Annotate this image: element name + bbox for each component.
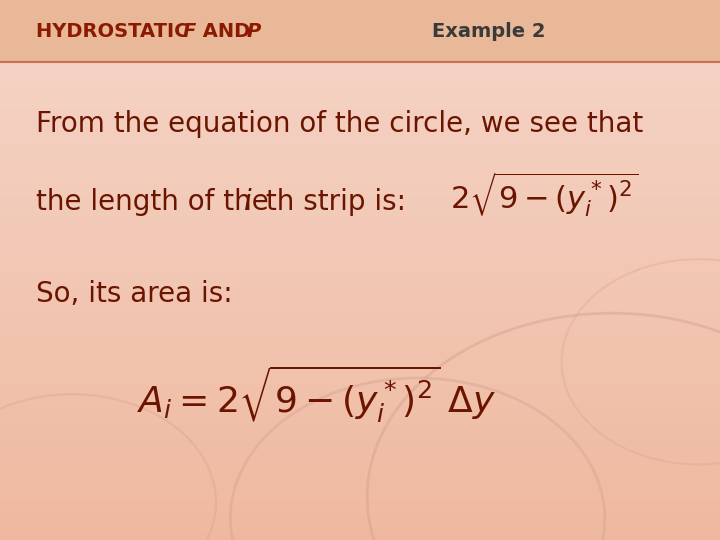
Bar [0, 519, 720, 526]
Bar [0, 263, 720, 270]
Text: HYDROSTATIC: HYDROSTATIC [36, 22, 195, 40]
Bar [0, 330, 720, 338]
Bar [0, 291, 720, 297]
Bar [0, 155, 720, 162]
Bar [0, 270, 720, 276]
Text: F: F [182, 22, 196, 40]
Bar [0, 324, 720, 330]
Bar [0, 195, 720, 202]
Bar [0, 20, 720, 27]
Bar [0, 243, 720, 249]
Text: $2\sqrt{9-(y_i^*)^2}$: $2\sqrt{9-(y_i^*)^2}$ [450, 170, 639, 219]
Bar [0, 87, 720, 94]
Bar [0, 318, 720, 324]
Bar [0, 426, 720, 432]
Bar [0, 500, 720, 507]
Bar [0, 54, 720, 60]
Bar [0, 284, 720, 291]
Bar [0, 27, 720, 33]
Bar [0, 81, 720, 87]
Text: AND: AND [196, 22, 257, 40]
Bar [0, 122, 720, 128]
Bar [0, 303, 720, 310]
Bar [0, 534, 720, 540]
Bar [0, 148, 720, 156]
Bar [0, 378, 720, 384]
Text: So, its area is:: So, its area is: [36, 280, 233, 308]
Bar [0, 256, 720, 263]
Bar [0, 14, 720, 20]
Bar [0, 446, 720, 453]
Bar [0, 128, 720, 135]
Bar [0, 276, 720, 284]
Bar [0, 202, 720, 209]
Bar [0, 249, 720, 256]
Bar [0, 465, 720, 472]
Bar [0, 74, 720, 81]
Text: P: P [247, 22, 261, 40]
Bar [0, 432, 720, 438]
Text: $A_i = 2\sqrt{9-(y_i^*)^2}\; \Delta y$: $A_i = 2\sqrt{9-(y_i^*)^2}\; \Delta y$ [138, 363, 496, 425]
Text: the length of the: the length of the [36, 188, 278, 217]
Text: i: i [243, 188, 251, 217]
Bar [0, 480, 720, 486]
Bar [0, 230, 720, 237]
Bar [0, 411, 720, 418]
Bar [0, 141, 720, 149]
Bar [0, 40, 720, 47]
Bar [0, 222, 720, 230]
Bar [0, 162, 720, 168]
Bar [0, 183, 720, 189]
Text: th strip is:: th strip is: [257, 188, 406, 217]
Bar [0, 357, 720, 364]
Bar [0, 60, 720, 68]
Bar [0, 513, 720, 519]
Bar [0, 297, 720, 303]
Bar [0, 176, 720, 183]
Bar [0, 108, 720, 115]
Bar [0, 115, 720, 122]
Bar [0, 399, 720, 405]
Text: Example 2: Example 2 [432, 22, 546, 40]
Bar [0, 33, 720, 40]
Bar [0, 405, 720, 411]
Bar [0, 135, 720, 141]
Bar [0, 472, 720, 480]
Bar [0, 68, 720, 74]
Bar [0, 0, 720, 6]
Bar [0, 6, 720, 14]
Bar [0, 351, 720, 357]
Bar [0, 345, 720, 351]
Bar [0, 492, 720, 500]
Bar [0, 168, 720, 176]
Bar [0, 438, 720, 445]
Bar [0, 237, 720, 243]
Bar [0, 507, 720, 513]
Bar [0, 486, 720, 492]
Bar [0, 372, 720, 378]
Bar [0, 47, 720, 54]
Bar [0, 338, 720, 345]
Bar [0, 209, 720, 216]
Bar [0, 459, 720, 465]
Bar [0, 94, 720, 102]
Bar [0, 189, 720, 195]
Bar [0, 310, 720, 317]
Bar [0, 392, 720, 399]
Bar [0, 102, 720, 108]
Text: From the equation of the circle, we see that: From the equation of the circle, we see … [36, 110, 643, 138]
Bar [0, 0, 720, 62]
Bar [0, 453, 720, 459]
Bar [0, 216, 720, 222]
Bar [0, 418, 720, 426]
Bar [0, 526, 720, 534]
Bar [0, 364, 720, 372]
Bar [0, 384, 720, 391]
